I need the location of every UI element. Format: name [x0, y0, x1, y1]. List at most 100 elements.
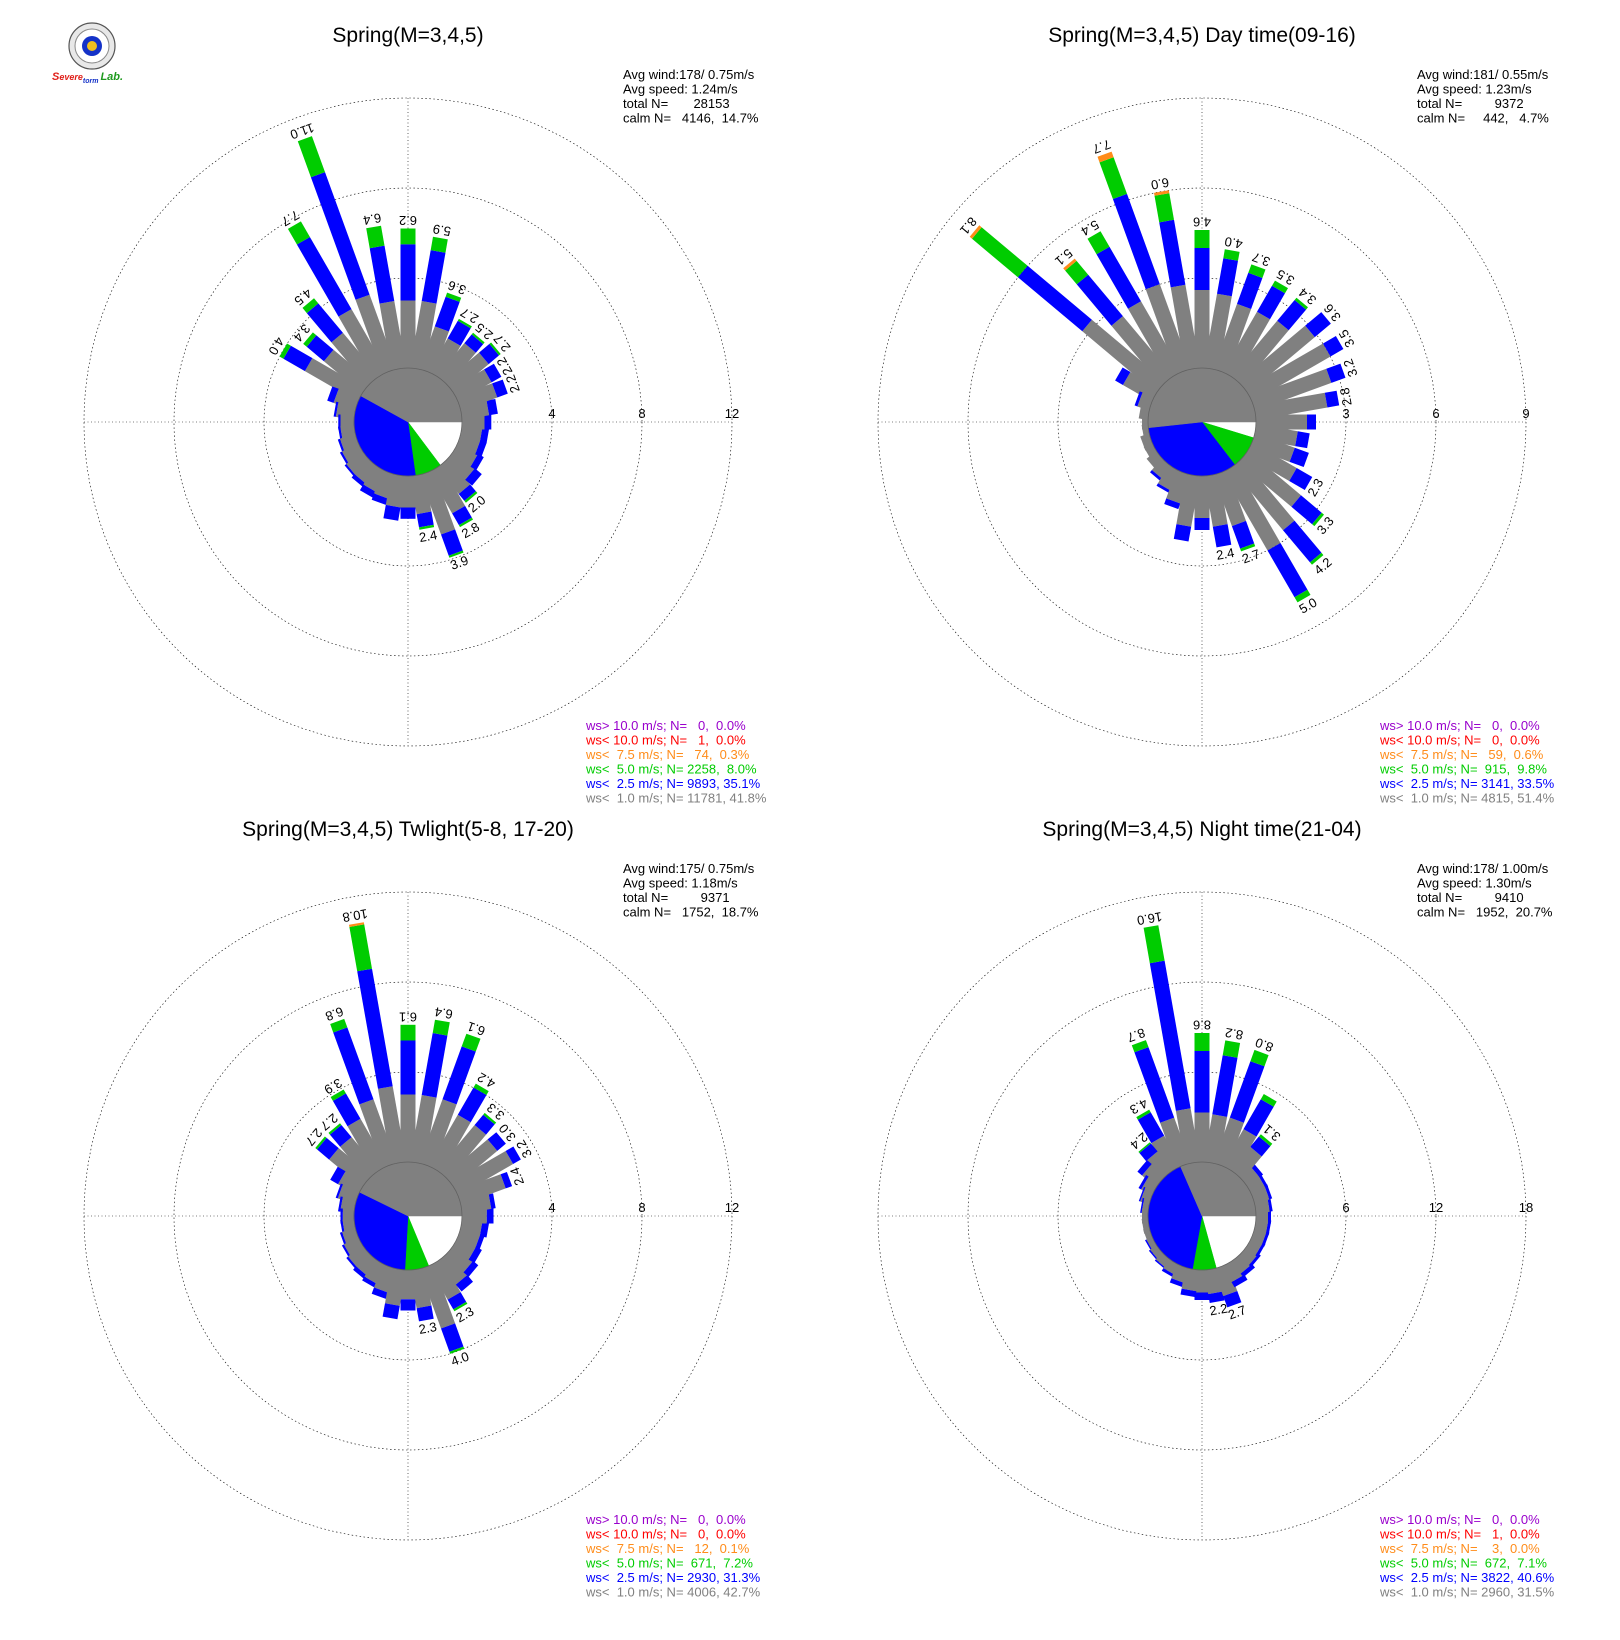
stats-line: Avg wind:178/ 1.00m/s [1417, 861, 1549, 876]
bar-segment-dir-10 [416, 511, 434, 528]
ring-label: 6 [1432, 406, 1439, 421]
bar-segment-dir-40 [1240, 1264, 1255, 1278]
bar-segment-dir-170 [410, 1095, 437, 1165]
ring-label: 18 [1519, 1200, 1533, 1215]
bar-segment-dir-50 [444, 451, 475, 480]
bar-segment-dir-350 [1181, 1267, 1200, 1292]
bar-segment-dir-180 [1194, 1112, 1210, 1162]
bar-segment-dir-180 [400, 244, 416, 301]
bar-segment-dir-160 [1248, 264, 1266, 278]
legend-entry: ws> 10.0 m/s; N= 0, 0.0% [585, 718, 746, 733]
bar-segment-dir-130 [444, 1139, 498, 1187]
legend-entry: ws< 7.5 m/s; N= 59, 0.6% [1379, 747, 1544, 762]
bar-segment-dir-240 [279, 343, 291, 359]
bar-segment-dir-220 [302, 298, 319, 314]
bar-segment-dir-130 [1250, 1163, 1264, 1178]
range-ring [967, 187, 1437, 657]
bar-segment-dir-80 [1265, 1220, 1272, 1236]
bar-segment-dir-60 [451, 1236, 477, 1260]
bar-label: 3.9 [448, 553, 470, 573]
bar-segment-dir-30 [458, 517, 473, 528]
bar-segment-dir-350 [1180, 1288, 1197, 1298]
bar-segment-dir-240 [1115, 367, 1131, 385]
bar-segment-dir-30 [447, 1292, 467, 1310]
bar-segment-dir-270 [338, 414, 341, 430]
panel-title: Spring(M=3,4,5) [332, 24, 483, 47]
legend-entry: ws< 10.0 m/s; N= 0, 0.0% [585, 1527, 746, 1542]
bar-segment-dir-20 [1223, 1291, 1242, 1308]
bar-segment-dir-140 [437, 1125, 487, 1180]
bar-segment-dir-130 [479, 343, 499, 365]
bar-segment-dir-190 [1159, 219, 1186, 288]
bar-segment-dir-230 [323, 349, 372, 393]
bar-segment-dir-300 [341, 1244, 352, 1259]
ring-label: 12 [725, 1200, 739, 1215]
bar-label: 8.2 [1224, 1025, 1244, 1043]
bar-segment-dir-220 [340, 1137, 379, 1180]
legend-entry: ws< 7.5 m/s; N= 74, 0.3% [585, 747, 750, 762]
stats-line: Avg speed: 1.30m/s [1417, 876, 1532, 891]
bar-segment-dir-50 [444, 1245, 474, 1273]
bar-segment-dir-30 [428, 1259, 461, 1300]
bar-segment-dir-230 [303, 332, 317, 347]
legend-entry: ws< 2.5 m/s; N= 3141, 33.5% [1379, 776, 1555, 791]
panel-title: Spring(M=3,4,5) Night time(21-04) [1042, 818, 1361, 841]
bar-segment-dir-100 [1253, 392, 1328, 420]
bar-segment-dir-140 [474, 1114, 495, 1135]
bar-segment-dir-250 [1138, 1186, 1146, 1202]
bar-segment-dir-40 [464, 491, 478, 503]
bar-label: 2.4 [418, 527, 438, 545]
range-ring [1057, 277, 1347, 567]
bar-segment-dir-350 [385, 1267, 406, 1306]
bar-segment-dir-350 [1173, 524, 1192, 542]
bar-label: 6.4 [434, 1004, 454, 1022]
bar-segment-dir-20 [441, 1323, 464, 1352]
bar-segment-dir-230 [1142, 1164, 1166, 1187]
bar-segment-dir-170 [1204, 293, 1232, 371]
bar-segment-dir-290 [337, 438, 345, 454]
bar-segment-dir-330 [359, 484, 377, 498]
bar-segment-dir-30 [1231, 1274, 1248, 1288]
bar-segment-dir-200 [1134, 1047, 1175, 1123]
stats-line: Avg speed: 1.23m/s [1417, 82, 1532, 97]
bar-segment-dir-250 [335, 1183, 343, 1199]
bar-segment-dir-320 [351, 474, 366, 488]
bar-segment-dir-190 [1170, 284, 1200, 371]
bar-segment-dir-20 [441, 529, 463, 556]
bar-segment-dir-10 [416, 1305, 434, 1322]
bar-segment-dir-40 [455, 1275, 473, 1292]
bar-segment-dir-190 [349, 924, 372, 972]
bar-segment-dir-300 [339, 451, 350, 466]
bar-segment-dir-320 [354, 458, 379, 484]
bar-segment-dir-160 [1250, 1049, 1269, 1067]
bar-label: 3.6 [446, 278, 468, 298]
severe-storm-lab-logo: Severetorm Lab. [52, 22, 123, 85]
bar-segment-dir-200 [1099, 157, 1127, 199]
stats-line: Avg wind:175/ 0.75m/s [623, 861, 755, 876]
bar-segment-dir-110 [500, 1172, 513, 1189]
bar-segment-dir-0 [1194, 518, 1210, 530]
bar-segment-dir-150 [428, 1114, 471, 1173]
bar-segment-dir-30 [428, 465, 466, 514]
bar-segment-dir-140 [464, 334, 484, 353]
bar-segment-dir-230 [317, 1137, 339, 1160]
bar-segment-dir-320 [356, 1252, 379, 1276]
bar-label: 2.4 [1215, 545, 1235, 563]
bar-segment-dir-90 [486, 1208, 494, 1224]
bar-segment-dir-110 [1250, 368, 1332, 411]
bar-segment-dir-60 [468, 1246, 482, 1263]
bar-segment-dir-70 [475, 440, 487, 457]
bar-segment-dir-120 [484, 363, 502, 383]
stats-line: calm N= 1952, 20.7% [1417, 905, 1553, 920]
bar-segment-dir-90 [1307, 414, 1316, 430]
stats-line: Avg speed: 1.18m/s [623, 876, 738, 891]
bar-segment-dir-230 [315, 1136, 327, 1150]
bar-segment-dir-180 [1194, 1051, 1210, 1113]
bar-segment-dir-100 [486, 399, 498, 416]
bar-segment-dir-60 [470, 453, 484, 471]
bar-segment-dir-90 [484, 414, 492, 430]
bar-label: 16.0 [1136, 909, 1164, 928]
stats-line: Avg wind:178/ 0.75m/s [623, 67, 755, 82]
bar-segment-dir-230 [1137, 1160, 1152, 1176]
bar-segment-dir-190 [1149, 960, 1191, 1111]
